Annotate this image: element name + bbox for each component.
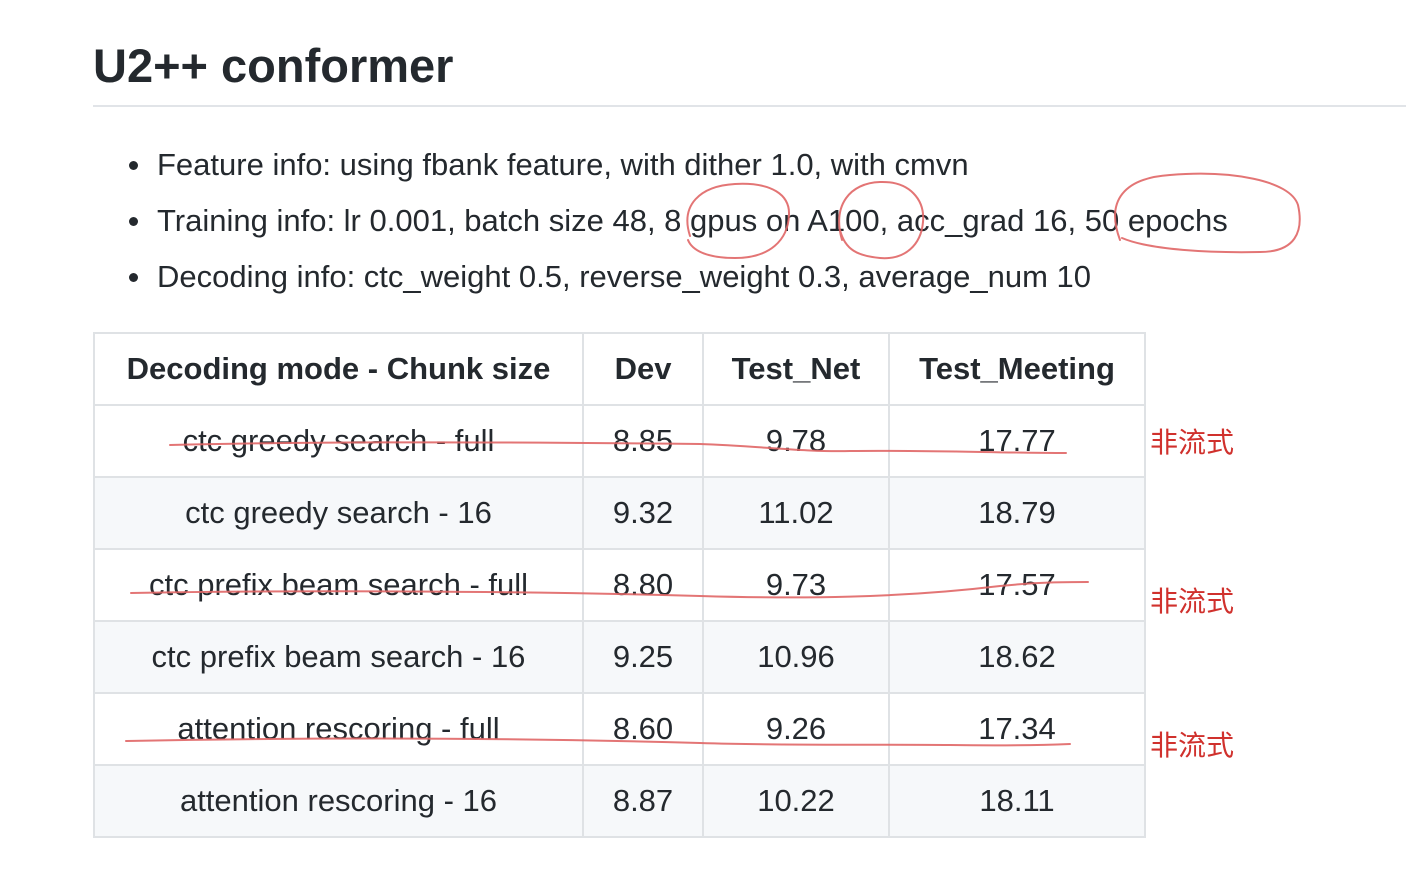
table-row: ctc greedy search - full 8.85 9.78 17.77	[93, 404, 1146, 478]
cell-test-meeting: 18.11	[888, 764, 1146, 838]
table-row: attention rescoring - full 8.60 9.26 17.…	[93, 692, 1146, 766]
non-streaming-note: 非流式	[1150, 426, 1235, 459]
header-decoding-mode: Decoding mode - Chunk size	[93, 332, 584, 406]
decoding-info-item: Decoding info: ctc_weight 0.5, reverse_w…	[93, 249, 1228, 305]
cell-test-meeting: 18.62	[888, 620, 1146, 694]
bullet-icon	[129, 217, 138, 226]
page-title: U2++ conformer	[93, 39, 454, 92]
cell-dev: 9.25	[582, 620, 704, 694]
cell-mode: attention rescoring - full	[93, 692, 584, 766]
results-table: Decoding mode - Chunk size Dev Test_Net …	[93, 332, 1146, 838]
cell-test-net: 10.96	[702, 620, 890, 694]
header-dev: Dev	[582, 332, 704, 406]
cell-test-meeting: 18.79	[888, 476, 1146, 550]
decoding-info-text: Decoding info: ctc_weight 0.5, reverse_w…	[157, 259, 1092, 294]
cell-mode: attention rescoring - 16	[93, 764, 584, 838]
cell-test-meeting: 17.57	[888, 548, 1146, 622]
cell-mode: ctc prefix beam search - 16	[93, 620, 584, 694]
table-row: ctc greedy search - 16 9.32 11.02 18.79	[93, 476, 1146, 550]
info-list: Feature info: using fbank feature, with …	[93, 137, 1228, 305]
cell-test-net: 9.26	[702, 692, 890, 766]
bullet-icon	[129, 273, 138, 282]
bullet-icon	[129, 161, 138, 170]
training-info-item: Training info: lr 0.001, batch size 48, …	[93, 193, 1228, 249]
cell-test-net: 11.02	[702, 476, 890, 550]
cell-test-meeting: 17.34	[888, 692, 1146, 766]
table-header-row: Decoding mode - Chunk size Dev Test_Net …	[93, 332, 1146, 406]
cell-test-net: 9.73	[702, 548, 890, 622]
non-streaming-note: 非流式	[1150, 585, 1235, 618]
feature-info-text: Feature info: using fbank feature, with …	[157, 147, 969, 182]
header-test-meeting: Test_Meeting	[888, 332, 1146, 406]
cell-dev: 8.60	[582, 692, 704, 766]
training-info-text: Training info: lr 0.001, batch size 48, …	[157, 203, 1228, 238]
table-row: attention rescoring - 16 8.87 10.22 18.1…	[93, 764, 1146, 838]
cell-mode: ctc greedy search - full	[93, 404, 584, 478]
header-test-net: Test_Net	[702, 332, 890, 406]
cell-dev: 8.85	[582, 404, 704, 478]
cell-mode: ctc greedy search - 16	[93, 476, 584, 550]
non-streaming-note: 非流式	[1150, 729, 1235, 762]
cell-test-net: 9.78	[702, 404, 890, 478]
title-divider	[93, 105, 1406, 107]
cell-test-net: 10.22	[702, 764, 890, 838]
cell-test-meeting: 17.77	[888, 404, 1146, 478]
feature-info-item: Feature info: using fbank feature, with …	[93, 137, 1228, 193]
cell-dev: 8.80	[582, 548, 704, 622]
cell-dev: 8.87	[582, 764, 704, 838]
cell-dev: 9.32	[582, 476, 704, 550]
table-row: ctc prefix beam search - 16 9.25 10.96 1…	[93, 620, 1146, 694]
cell-mode: ctc prefix beam search - full	[93, 548, 584, 622]
table-row: ctc prefix beam search - full 8.80 9.73 …	[93, 548, 1146, 622]
